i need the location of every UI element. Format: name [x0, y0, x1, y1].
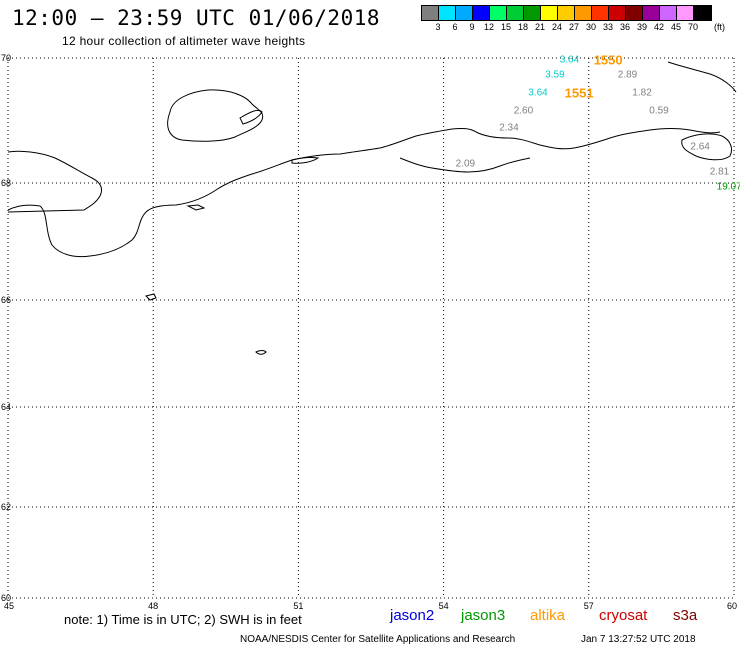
legend-swatch: [626, 6, 643, 20]
satellite-name: jason3: [461, 607, 506, 624]
legend-tick-label: 3: [435, 22, 441, 32]
legend-swatch: [541, 6, 558, 20]
legend-tick-label: 45: [670, 22, 682, 32]
legend-unit: (ft): [714, 22, 725, 32]
latitude-label: 64: [1, 402, 12, 412]
longitude-label: 45: [3, 601, 15, 611]
legend-swatch: [694, 6, 711, 20]
legend-swatch: [592, 6, 609, 20]
longitude-label: 54: [438, 601, 449, 611]
legend-tick-label: 42: [653, 22, 665, 32]
pechora-coast: [475, 128, 721, 150]
kola-peninsula: [7, 150, 103, 213]
legend-tick-label: 27: [568, 22, 580, 32]
islet-b: [255, 350, 267, 355]
wave-height-value: 2.60: [513, 105, 534, 116]
vaygach-island: [681, 133, 733, 161]
footer-note: note: 1) Time is in UTC; 2) SWH is in fe…: [64, 612, 302, 627]
delta-shore: [399, 157, 531, 173]
latitude-label: 66: [1, 295, 12, 305]
islet-a: [145, 293, 157, 301]
islet-c: [186, 204, 206, 211]
latitude-label: 62: [1, 502, 12, 512]
longitude-label: 51: [293, 601, 304, 611]
satellite-name: s3a: [673, 607, 698, 624]
legend-swatch: [473, 6, 490, 20]
legend-swatch: [575, 6, 592, 20]
longitude-label: 60: [726, 601, 738, 611]
wave-height-value: 2.09: [455, 158, 476, 170]
wave-height-value: 3.59: [545, 69, 565, 81]
satellite-name: altika: [530, 607, 566, 624]
legend-swatch: [558, 6, 575, 20]
wave-height-value: 2.89: [617, 69, 638, 81]
satellite-name: cryosat: [599, 607, 648, 624]
latitude-label: 60: [1, 593, 12, 603]
legend-swatch: [524, 6, 541, 20]
legend-tick-label: 70: [687, 22, 699, 32]
coastline: [7, 61, 737, 355]
color-legend-bar: [421, 5, 712, 21]
island-spit: [239, 109, 263, 125]
longitude-label: 57: [583, 601, 594, 611]
novaya-zemlya-tip: [667, 61, 737, 93]
lat-lon-grid: [7, 57, 735, 599]
bay-inlet: [291, 157, 320, 164]
generated-timestamp: Jan 7 13:27:52 UTC 2018: [581, 634, 696, 645]
legend-tick-label: 18: [517, 22, 529, 32]
legend-tick-label: 6: [452, 22, 458, 32]
legend-swatch: [507, 6, 524, 20]
wave-height-value: 19.07: [716, 181, 740, 192]
legend-swatch: [422, 6, 439, 20]
legend-tick-label: 12: [483, 22, 495, 32]
wave-height-value: 1551: [564, 85, 594, 101]
legend-tick-label: 21: [534, 22, 546, 32]
kanin-coast: [7, 127, 477, 258]
chart-title: 12:00 – 23:59 UTC 01/06/2018: [12, 6, 381, 30]
legend-swatch: [677, 6, 694, 20]
wave-height-value: 2.34: [499, 122, 519, 134]
wave-height-value: 3.64: [528, 87, 548, 99]
legend-swatch: [609, 6, 626, 20]
legend-swatch: [660, 6, 677, 20]
longitude-label: 48: [148, 601, 159, 611]
legend-tick-label: 33: [602, 22, 614, 32]
wave-height-value: 0.59: [649, 105, 669, 116]
wave-height-value: 2.64: [690, 141, 710, 153]
latitude-label: 68: [1, 178, 12, 188]
kolguev-island: [167, 89, 264, 142]
latitude-label: 70: [1, 53, 12, 63]
wave-height-value: 1550: [593, 52, 623, 68]
legend-tick-label: 36: [619, 22, 631, 32]
chart-subtitle: 12 hour collection of altimeter wave hei…: [62, 34, 306, 48]
legend-tick-label: 24: [551, 22, 563, 32]
wave-height-value: 2.81: [709, 166, 730, 178]
legend-swatch: [456, 6, 473, 20]
satellite-name: jason2: [390, 607, 435, 624]
wave-height-value: 3.64: [559, 54, 580, 66]
wave-height-value: 1.82: [632, 87, 652, 99]
legend-tick-label: 30: [585, 22, 597, 32]
credit-line: NOAA/NESDIS Center for Satellite Applica…: [240, 634, 516, 645]
legend-swatch: [490, 6, 507, 20]
legend-tick-label: 15: [500, 22, 512, 32]
legend-tick-label: 39: [636, 22, 648, 32]
legend-tick-label: 9: [469, 22, 475, 32]
legend-swatch: [643, 6, 660, 20]
legend-swatch: [439, 6, 456, 20]
